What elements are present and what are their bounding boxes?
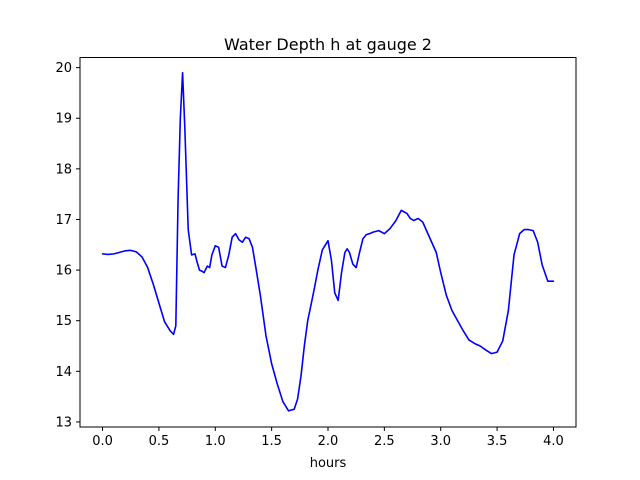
x-tick-label: 0.5 — [149, 434, 170, 449]
y-tick-label: 17 — [55, 213, 72, 228]
y-tick-label: 15 — [55, 314, 72, 329]
y-axis: 13 14 15 16 17 18 19 20 — [55, 61, 80, 430]
x-tick-label: 3.0 — [430, 434, 451, 449]
x-tick-label: 1.5 — [261, 434, 282, 449]
y-tick-label: 20 — [55, 61, 72, 76]
x-axis-label: hours — [310, 456, 347, 471]
y-tick-label: 14 — [55, 365, 72, 380]
y-tick-label: 18 — [55, 162, 72, 177]
x-tick-label: 4.0 — [543, 434, 564, 449]
chart-title: Water Depth h at gauge 2 — [224, 35, 432, 54]
x-tick-label: 2.0 — [318, 434, 339, 449]
y-tick-label: 13 — [55, 415, 72, 430]
series-line-0 — [101, 71, 555, 412]
x-tick-label: 1.0 — [205, 434, 226, 449]
x-tick-label: 2.5 — [374, 434, 395, 449]
x-tick-label: 3.5 — [487, 434, 508, 449]
series-layer — [101, 71, 555, 412]
y-tick-label: 16 — [55, 264, 72, 279]
x-axis: 0.0 0.5 1.0 1.5 2.0 2.5 3.0 3.5 4.0 — [92, 427, 564, 449]
x-tick-label: 0.0 — [92, 434, 113, 449]
y-tick-label: 19 — [55, 112, 72, 127]
